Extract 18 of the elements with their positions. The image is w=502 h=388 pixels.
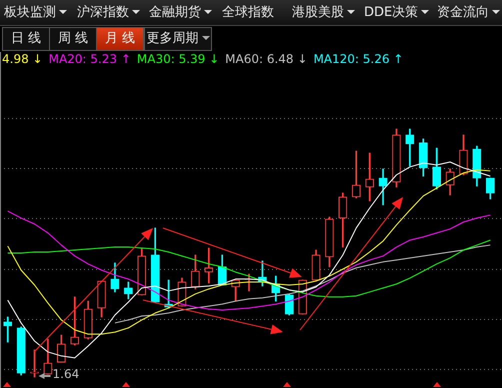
annotation: 1.64: [52, 367, 80, 381]
text: 4.98 ↓: [2, 52, 43, 66]
text: 沪深指数: [77, 5, 129, 20]
legend-label: MA120: 5.26 ↑: [313, 52, 404, 66]
text: 资金流向: [437, 5, 489, 20]
candlestick: [30, 350, 39, 378]
text: MA60: 6.48 ↓: [225, 52, 308, 66]
text: 全球指数: [222, 5, 274, 20]
text: 港股美股: [292, 5, 344, 20]
text: DDE决策: [364, 5, 418, 20]
text: 更多周期: [146, 31, 198, 46]
text: 金融期货: [149, 5, 201, 20]
text: 日 线: [10, 31, 42, 46]
text: 周 线: [58, 31, 88, 46]
legend-label: MA20: 5.23 ↑: [48, 52, 131, 66]
text: 板块监测: [4, 5, 56, 20]
text: 月 线: [104, 31, 136, 46]
text: MA30: 5.39 ↓: [136, 52, 220, 66]
